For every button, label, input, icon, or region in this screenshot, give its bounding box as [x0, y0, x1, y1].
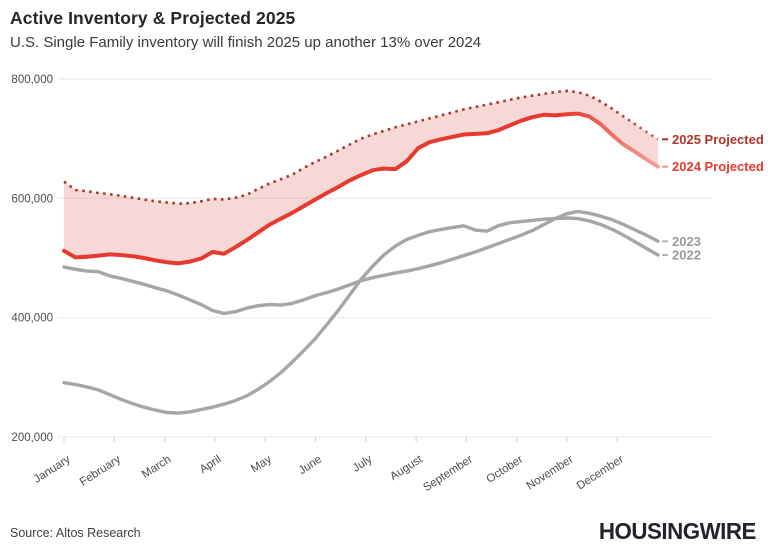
x-axis-label: December — [575, 453, 626, 492]
y-axis-label: 600,000 — [11, 193, 53, 205]
chart-title: Active Inventory & Projected 2025 — [10, 8, 296, 28]
series-line-2023 — [62, 209, 660, 316]
legend-2023-label: 2023 — [672, 234, 701, 249]
x-axis-label: November — [525, 453, 576, 492]
x-axis-label: February — [78, 453, 123, 488]
source-note: Source: Altos Research — [10, 526, 141, 540]
chart-footer: Source: Altos Research HOUSINGWIRE — [0, 512, 768, 556]
y-axis-label: 800,000 — [11, 74, 53, 86]
y-axis-label: 200,000 — [11, 432, 53, 444]
x-axis-label: July — [351, 453, 375, 474]
x-axis-label: October — [484, 453, 525, 485]
x-axis-label: June — [297, 453, 324, 477]
x-axis-label: May — [249, 453, 274, 475]
series-line-2024-projected — [62, 111, 660, 266]
legend-2024-projected-label: 2024 Projected — [672, 159, 764, 174]
x-axis-label: January — [32, 453, 73, 485]
legend-2025-projected-label: 2025 Projected — [672, 132, 764, 147]
legend-2022-label: 2022 — [672, 248, 701, 263]
y-axis-label: 400,000 — [11, 313, 53, 325]
series-line-2025-projected-dotted — [63, 89, 659, 205]
x-axis-label: September — [421, 453, 475, 494]
housingwire-logo: HOUSINGWIRE — [598, 518, 757, 544]
projection-band-fill — [64, 90, 658, 264]
x-axis-label: April — [198, 453, 224, 476]
chart-subtitle: U.S. Single Family inventory will finish… — [10, 34, 482, 51]
chart-header: Active Inventory & Projected 2025 U.S. S… — [10, 8, 481, 51]
x-axis-label: March — [140, 453, 173, 480]
x-axis-label: August — [388, 453, 425, 483]
inventory-line-chart: 800,000 600,000 400,000 200,000 January Febru… — [11, 74, 764, 494]
